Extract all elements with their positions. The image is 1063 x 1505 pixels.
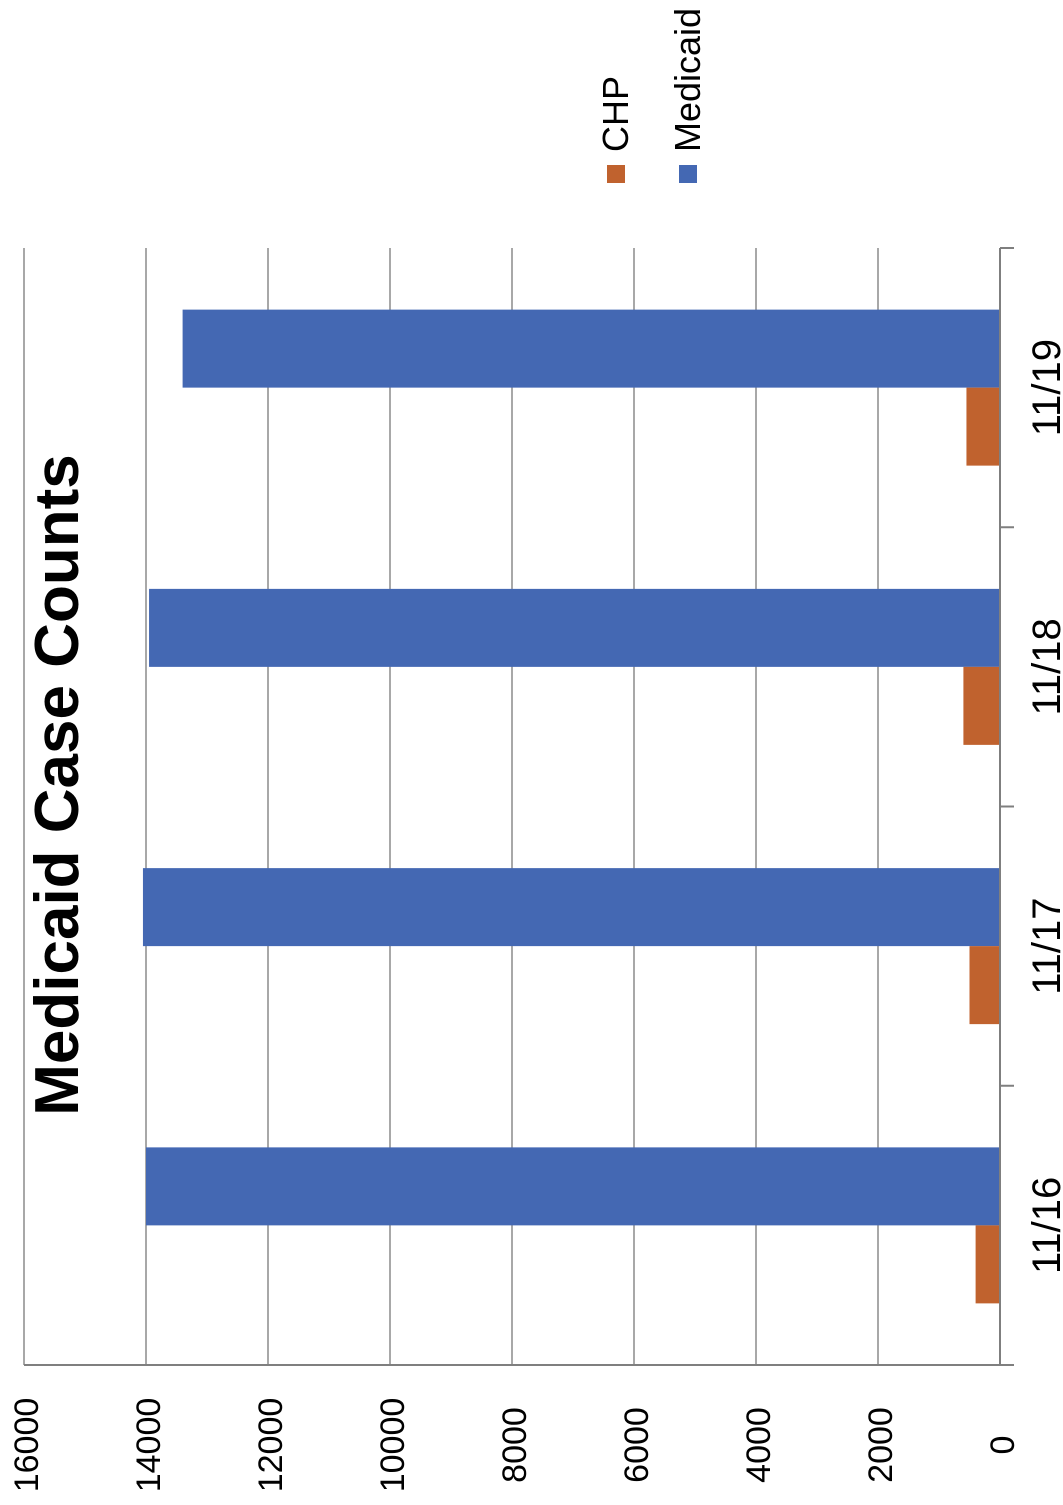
- legend-label-medicaid: Medicaid: [667, 8, 708, 152]
- category-tick-label: 11/17: [1025, 898, 1063, 995]
- bars: [142, 309, 1001, 1304]
- value-tick-label: 8000: [496, 1407, 534, 1483]
- value-tick-label: 4000: [740, 1407, 778, 1483]
- bar-chp-11-16: [975, 1225, 1000, 1304]
- value-tick-label: 16000: [8, 1398, 46, 1493]
- value-tick-label: 0: [984, 1436, 1022, 1455]
- bar-chp-11-18: [963, 666, 1000, 745]
- bar-medicaid-11-16: [146, 1147, 1000, 1226]
- category-tick-labels: 11/16 11/17 11/18 11/19: [1025, 339, 1063, 1274]
- value-tick-label: 2000: [862, 1407, 900, 1483]
- bar-chp-11-17: [969, 946, 1000, 1025]
- axes: [24, 247, 1014, 1366]
- category-tick-label: 11/16: [1025, 1177, 1063, 1274]
- bar-medicaid-11-19: [182, 309, 1001, 388]
- category-tick-label: 11/18: [1025, 618, 1063, 715]
- value-tick-labels: 0 2000 4000 6000 8000 10000 12000 14000 16000: [8, 1398, 1022, 1493]
- value-tick-label: 6000: [618, 1407, 656, 1483]
- legend-swatch-medicaid: [679, 165, 697, 183]
- chart-title: Medicaid Case Counts: [23, 454, 92, 1115]
- value-tick-label: 12000: [252, 1398, 290, 1493]
- bar-chp-11-19: [966, 387, 1000, 466]
- bar-medicaid-11-18: [149, 588, 1001, 667]
- legend: CHP Medicaid: [595, 8, 708, 183]
- bar-medicaid-11-17: [142, 868, 1000, 947]
- legend-swatch-chp: [607, 165, 625, 183]
- gridlines: [23, 248, 879, 1365]
- value-tick-label: 14000: [130, 1398, 168, 1493]
- category-tick-label: 11/19: [1025, 339, 1063, 436]
- value-tick-label: 10000: [374, 1398, 412, 1493]
- legend-label-chp: CHP: [595, 76, 636, 152]
